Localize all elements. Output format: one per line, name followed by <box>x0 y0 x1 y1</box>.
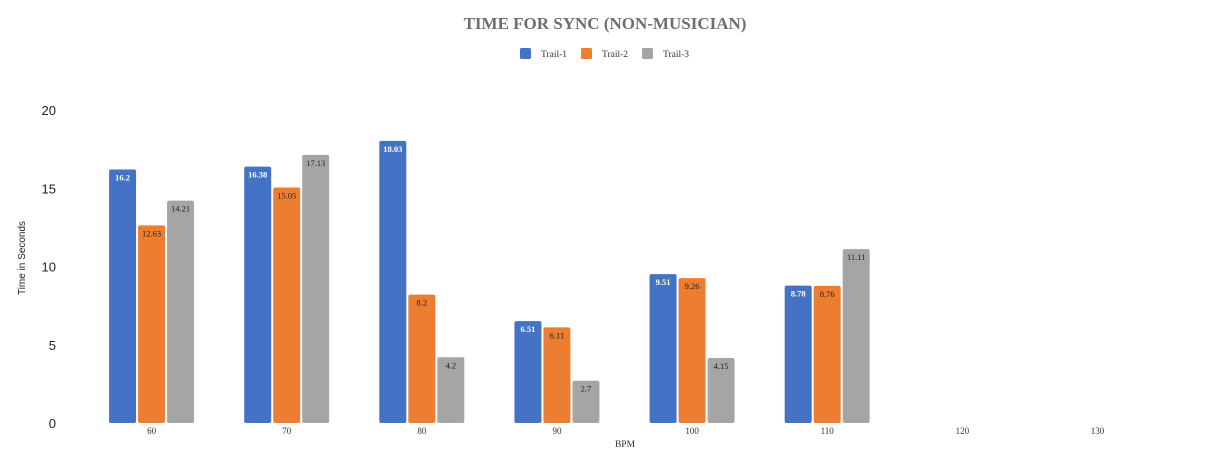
x-tick-label: 110 <box>821 426 835 436</box>
bar-trail-3-80 <box>437 357 465 423</box>
bar-trail-1-70 <box>244 166 272 423</box>
data-label: 8.78 <box>791 289 806 299</box>
x-tick-label: 130 <box>1091 426 1105 436</box>
chart-title: TIME FOR SYNC (NON-MUSICIAN) <box>464 14 747 33</box>
data-label: 16.38 <box>248 170 267 180</box>
bar-trail-3-110 <box>842 249 870 423</box>
bar-trail-2-80 <box>408 294 436 423</box>
bar-trail-1-110 <box>784 285 812 423</box>
bar-trail-3-100 <box>707 358 735 423</box>
x-tick-label: 80 <box>417 426 427 436</box>
y-tick-label: 15 <box>42 181 56 196</box>
bar-trail-1-90 <box>514 321 542 423</box>
x-tick-label: 60 <box>147 426 157 436</box>
data-label: 12.63 <box>142 228 161 238</box>
y-tick-label: 20 <box>42 103 56 118</box>
bar-trail-3-70 <box>302 154 330 423</box>
legend-label-trail-3: Trail-3 <box>663 50 689 60</box>
y-tick-label: 5 <box>49 338 56 353</box>
bar-trail-3-90 <box>572 380 600 423</box>
data-label: 2.7 <box>581 384 592 394</box>
legend-label-trail-2: Trail-2 <box>602 50 628 60</box>
data-label: 15.05 <box>277 190 296 200</box>
bar-trail-2-90 <box>543 327 571 423</box>
legend-label-trail-1: Trail-1 <box>541 50 567 60</box>
data-label: 8.2 <box>417 298 428 308</box>
legend: Trail-1 Trail-2 Trail-3 <box>520 48 689 60</box>
data-label: 6.11 <box>550 330 565 340</box>
bar-trail-3-60 <box>167 200 195 423</box>
data-label: 4.2 <box>446 360 457 370</box>
legend-swatch-trail-1 <box>520 48 531 59</box>
data-label: 14.21 <box>171 204 190 214</box>
legend-swatch-trail-2 <box>581 48 592 59</box>
y-axis-label: Time in Seconds <box>17 221 28 295</box>
data-label: 9.51 <box>656 277 671 287</box>
bar-trail-2-70 <box>273 187 301 423</box>
data-label: 18.03 <box>383 144 402 154</box>
data-label: 11.11 <box>847 252 866 262</box>
data-label: 6.51 <box>521 324 536 334</box>
x-tick-label: 70 <box>282 426 292 436</box>
data-label: 9.26 <box>685 281 700 291</box>
data-label: 8.76 <box>820 289 835 299</box>
data-label: 4.15 <box>714 361 729 371</box>
bar-trail-1-60 <box>109 169 137 423</box>
x-tick-label: 120 <box>956 426 970 436</box>
data-label: 17.13 <box>306 158 325 168</box>
bar-trail-2-100 <box>678 278 706 423</box>
x-tick-label: 90 <box>552 426 562 436</box>
y-tick-label: 0 <box>49 416 56 431</box>
y-axis-ticks: 0 5 10 15 20 <box>42 103 56 431</box>
y-tick-label: 10 <box>42 260 56 275</box>
bar-trail-1-80 <box>379 140 407 423</box>
x-axis-ticks: 60 70 80 90 100 110 120 130 <box>147 426 1105 436</box>
data-labels: 16.2 12.63 14.21 16.38 15.05 17.13 18.03 8.2 4.2… <box>115 144 865 394</box>
x-axis-label: BPM <box>615 440 636 450</box>
bar-trail-1-100 <box>649 274 677 423</box>
legend-swatch-trail-3 <box>642 48 653 59</box>
bar-trail-2-60 <box>138 225 166 423</box>
bars <box>109 140 870 423</box>
data-label: 16.2 <box>115 172 130 182</box>
bar-trail-2-110 <box>813 285 841 423</box>
x-tick-label: 100 <box>685 426 699 436</box>
